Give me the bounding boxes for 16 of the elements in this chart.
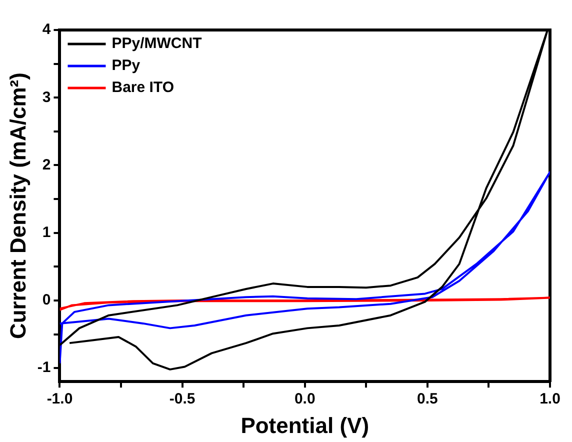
x-tick-label: -1.0 (46, 390, 73, 408)
legend-label: PPy/MWCNT (112, 35, 202, 52)
y-tick-label: 1 (42, 224, 51, 241)
x-tick-label: 0.0 (294, 390, 316, 408)
y-tick-label: 2 (42, 156, 51, 174)
y-tick-label: -1 (37, 359, 51, 376)
legend-label: Bare ITO (112, 79, 174, 96)
y-tick-label: 4 (42, 21, 52, 38)
legend-label: PPy (112, 57, 141, 74)
x-tick-label: -0.5 (169, 390, 196, 408)
y-tick-label: 3 (42, 88, 51, 106)
y-axis-title: Current Density (mA/cm²) (5, 72, 30, 340)
x-axis-title: Potential (V) (240, 412, 370, 438)
x-tick-label: 0.5 (417, 390, 438, 408)
y-tick-label: 0 (42, 292, 51, 309)
x-tick-label: 1.0 (540, 390, 560, 408)
